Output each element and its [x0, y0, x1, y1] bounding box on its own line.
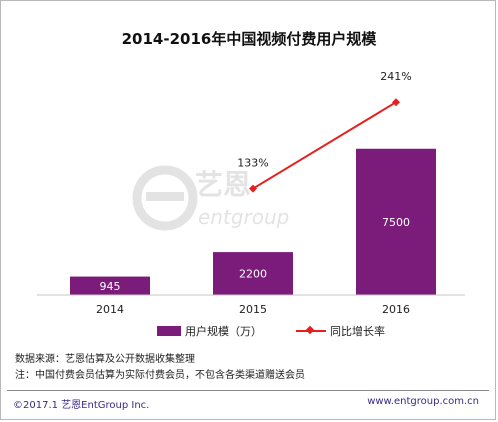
bar-2015 [213, 252, 293, 295]
bar-2016 [356, 148, 436, 295]
footer-copyright: ©2017.1 艺恩EntGroup Inc. [13, 400, 150, 411]
footer-website: www.entgroup.com.cn [367, 396, 479, 407]
growth-line-series: 133% 241% [237, 70, 412, 193]
growth-data-label-2016: 241% [380, 70, 411, 83]
chart-notes: 数据来源：艺恩估算及公开数据收集整理 注：中国付费会员估算为实际付费会员，不包含… [15, 352, 305, 384]
chart-title: 2014-2016年中国视频付费用户规模 [121, 30, 377, 48]
growth-point-2016 [392, 98, 400, 107]
legend-item-growth-rate: 同比增长率 [296, 323, 385, 339]
legend-item-user-scale: 用户规模（万） [157, 323, 262, 339]
legend-line-swatch [296, 326, 326, 336]
bar-data-label-2016: 7500 [382, 216, 410, 229]
x-tick-label-2015: 2015 [239, 303, 267, 316]
bar-2014 [70, 276, 150, 295]
x-axis-tick-labels: 2014 2015 2016 [96, 303, 410, 316]
growth-point-2015 [249, 184, 257, 193]
footer-divider [7, 390, 489, 391]
bar-series: 945 2200 7500 [70, 148, 436, 295]
growth-line [252, 101, 397, 190]
legend-label-user-scale: 用户规模（万） [185, 325, 262, 338]
chart-canvas: 艺恩 entgroup 945 2200 7500 2014 2015 2016 133… [37, 70, 465, 316]
legend: 用户规模（万） 同比增长率 [0, 323, 498, 341]
watermark-brand-cn: 艺恩 [195, 168, 251, 201]
x-tick-label-2016: 2016 [382, 303, 410, 316]
legend-bar-swatch [157, 326, 181, 336]
data-source-note: 数据来源：艺恩估算及公开数据收集整理 [15, 354, 195, 365]
bar-data-label-2014: 945 [100, 280, 121, 293]
watermark-logo: 艺恩 entgroup [132, 165, 289, 231]
x-tick-label-2014: 2014 [96, 303, 124, 316]
bar-data-label-2015: 2200 [239, 268, 267, 281]
membership-note: 注：中国付费会员估算为实际付费会员，不包含各类渠道赠送会员 [15, 370, 305, 381]
watermark-brand-en: entgroup [198, 205, 289, 229]
growth-data-label-2015: 133% [237, 157, 268, 170]
legend-label-growth-rate: 同比增长率 [330, 325, 385, 338]
